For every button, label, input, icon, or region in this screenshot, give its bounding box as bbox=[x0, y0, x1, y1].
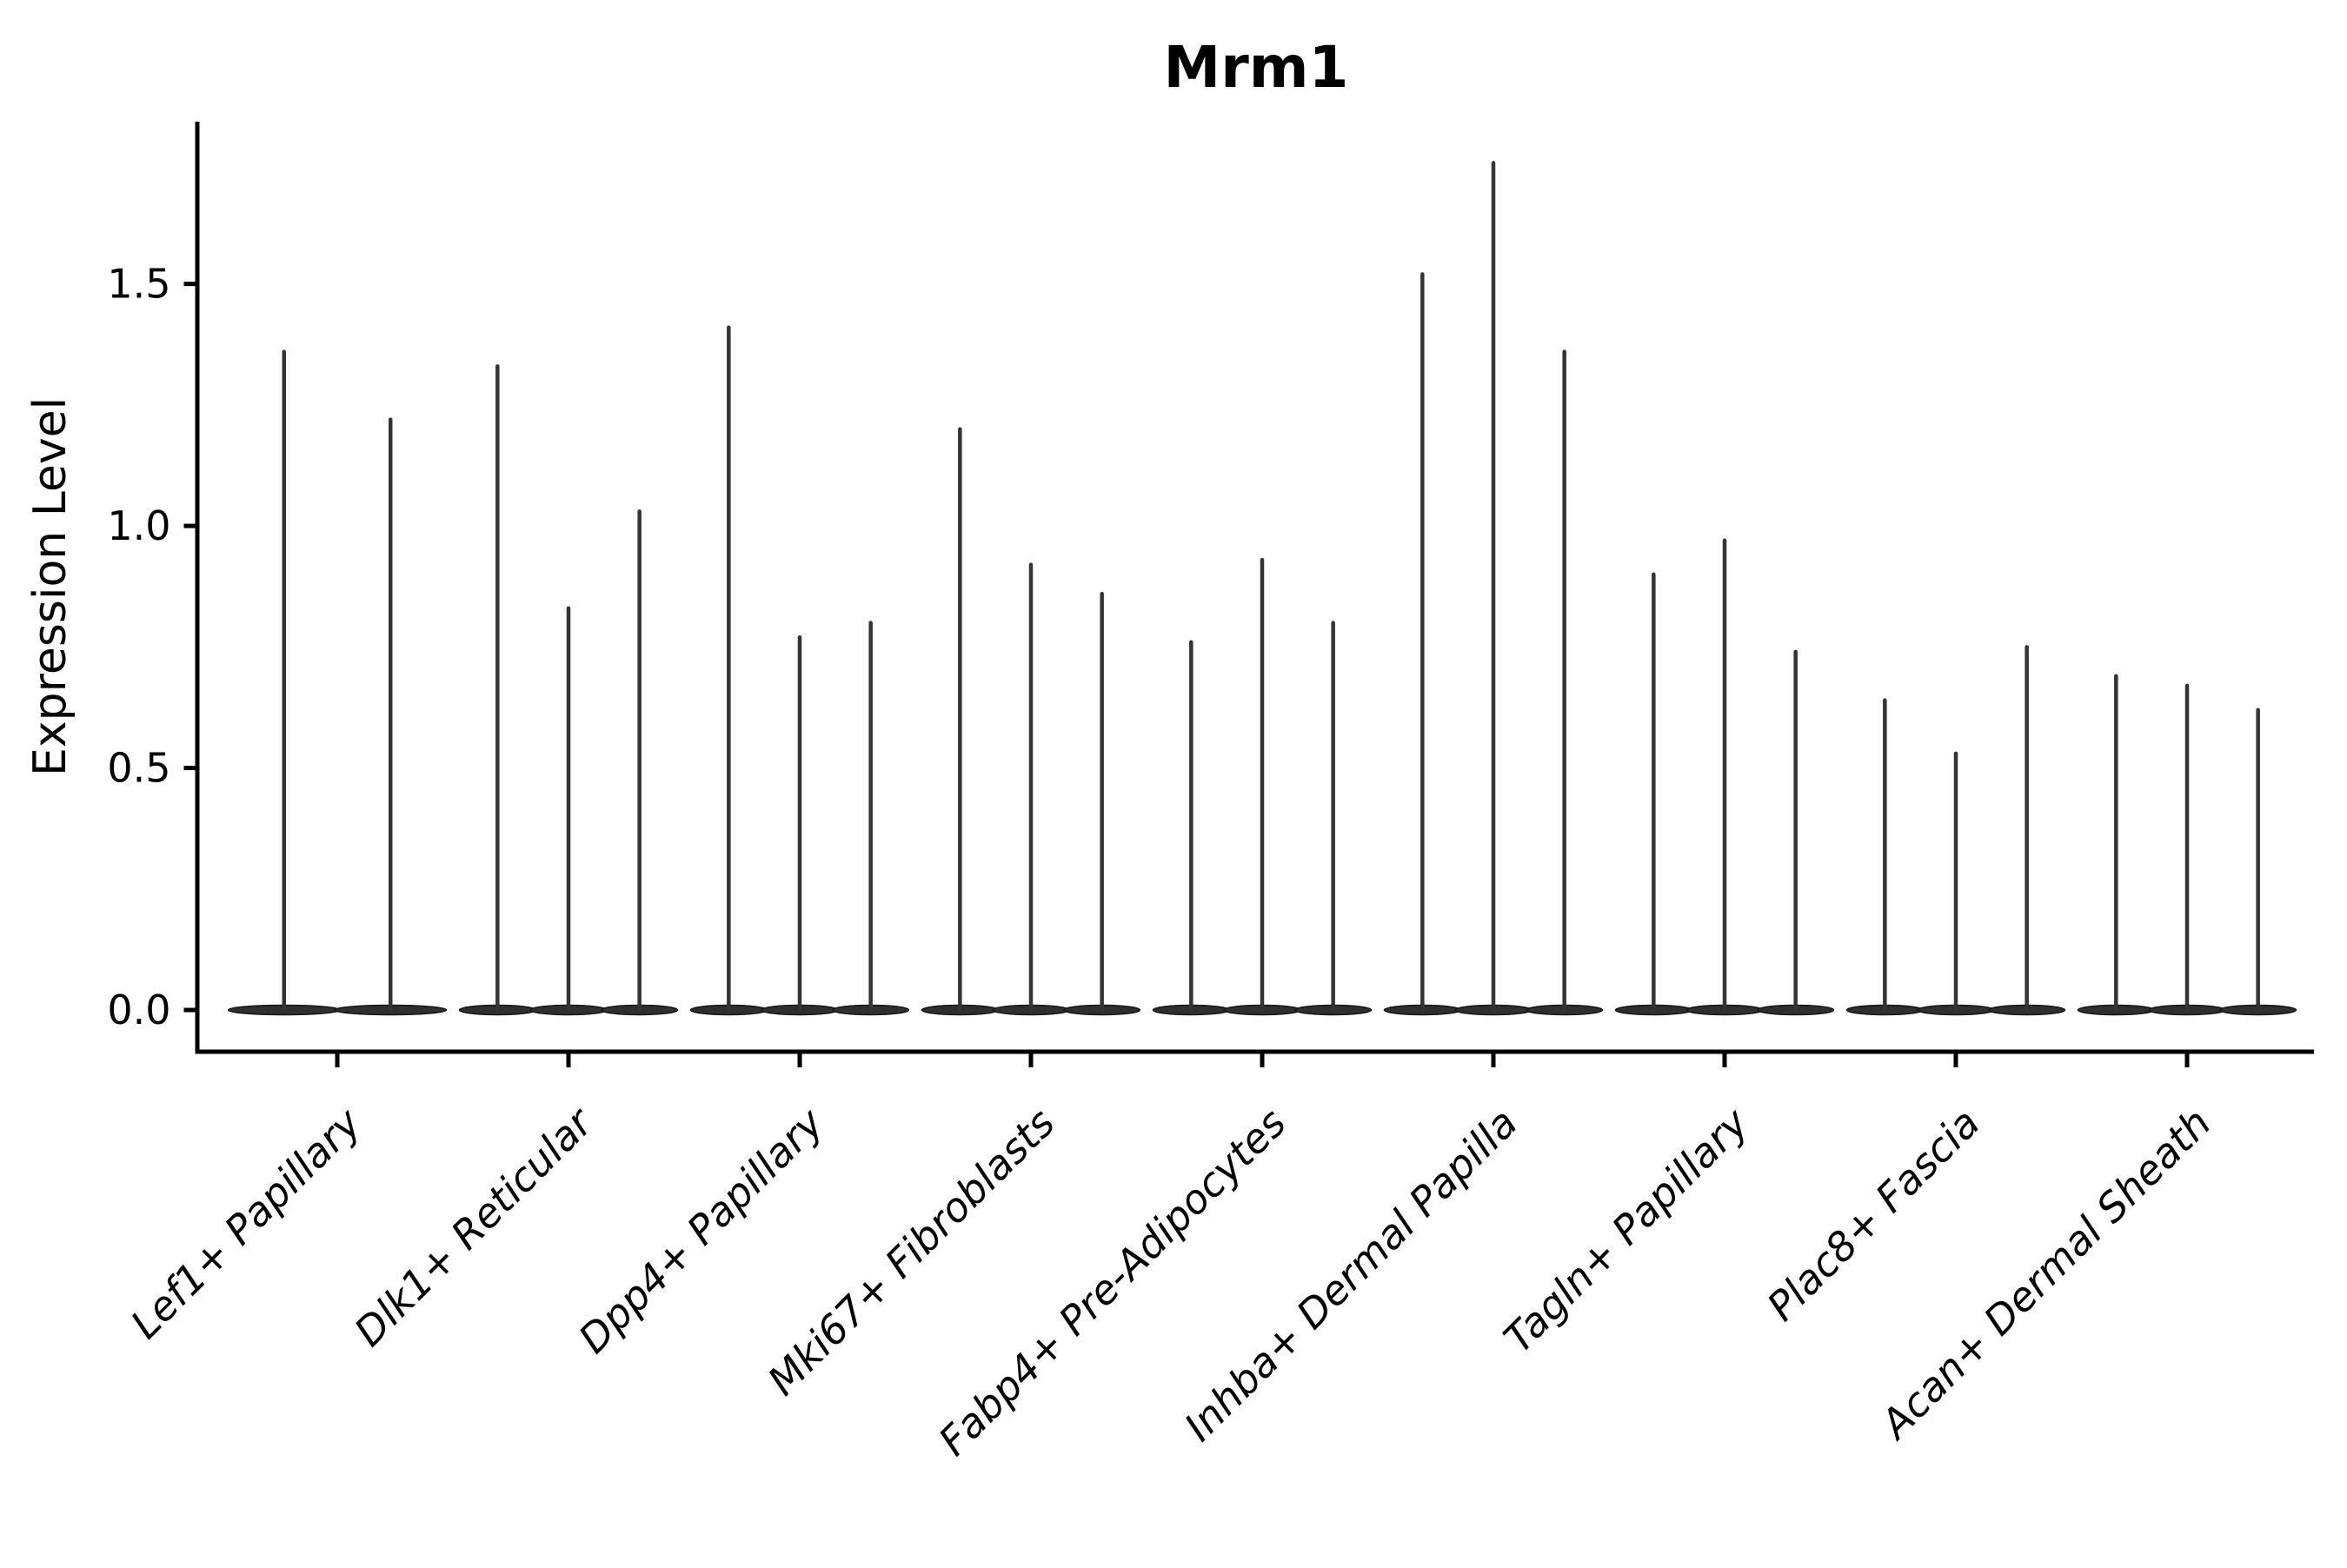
violin-group bbox=[1383, 161, 1604, 1016]
y-tick-label: 1.0 bbox=[107, 502, 170, 549]
x-tick-label: Dpp4+ Papillary bbox=[569, 1099, 833, 1362]
violin-group bbox=[921, 427, 1141, 1016]
y-tick-label: 0.5 bbox=[107, 745, 170, 792]
violin-group bbox=[458, 364, 679, 1016]
violin-group bbox=[689, 325, 910, 1016]
y-tick-labels: 0.0 0.5 1.0 1.5 bbox=[107, 261, 170, 1033]
violin-group bbox=[1152, 557, 1373, 1016]
violin-group bbox=[227, 349, 448, 1016]
x-tick-label: Lef1+ Papillary bbox=[122, 1099, 370, 1347]
violin-group bbox=[1614, 538, 1835, 1016]
x-tick-label: Tagln+ Papillary bbox=[1494, 1099, 1758, 1362]
violins bbox=[227, 161, 2297, 1016]
axes bbox=[183, 122, 2314, 1067]
y-tick-label: 1.5 bbox=[107, 261, 170, 308]
y-axis-label: Expression Level bbox=[24, 397, 76, 776]
chart-title: Mrm1 bbox=[1164, 34, 1349, 101]
violin-group bbox=[2077, 674, 2297, 1016]
y-tick-label: 0.0 bbox=[107, 987, 170, 1033]
x-tick-label: Dlk1+ Reticular bbox=[345, 1097, 603, 1355]
violin-group bbox=[1845, 645, 2066, 1016]
x-tick-label: Plac8+ Fascia bbox=[1758, 1100, 1988, 1330]
